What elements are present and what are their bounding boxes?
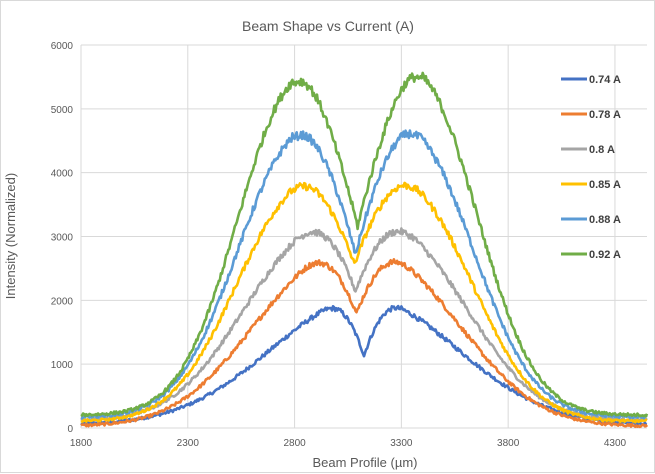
- x-tick-label: 3800: [497, 438, 520, 449]
- legend-label: 0.88 A: [589, 214, 621, 226]
- x-tick-label: 3300: [390, 438, 413, 449]
- legend-label: 0.8 A: [589, 144, 615, 156]
- legend-label: 0.78 A: [589, 109, 621, 121]
- y-tick-label: 4000: [51, 169, 74, 180]
- y-tick-label: 1000: [51, 360, 74, 371]
- series-line-4: [81, 131, 647, 419]
- series-lines: [81, 73, 647, 427]
- legend-label: 0.74 A: [589, 74, 621, 86]
- y-tick-label: 6000: [51, 41, 74, 52]
- legend-label: 0.92 A: [589, 249, 621, 261]
- y-tick-label: 0: [67, 424, 73, 435]
- y-tick-label: 3000: [51, 233, 74, 244]
- y-tick-label: 5000: [51, 105, 74, 116]
- legend: 0.74 A 0.78 A 0.8 A 0.85 A 0.88 A 0.92 A: [561, 74, 621, 261]
- x-axis-title: Beam Profile (µm): [312, 455, 417, 470]
- x-axis-ticks: 1800 2300 2800 3300 3800 4300: [70, 438, 627, 449]
- series-line-5: [81, 73, 647, 416]
- x-tick-label: 1800: [70, 438, 93, 449]
- y-tick-label: 2000: [51, 296, 74, 307]
- chart-title: Beam Shape vs Current (A): [242, 18, 414, 34]
- y-axis-title: Intensity (Normalized): [3, 173, 18, 299]
- x-tick-label: 4300: [604, 438, 627, 449]
- x-tick-label: 2300: [177, 438, 200, 449]
- y-axis-ticks: 0 1000 2000 3000 4000 5000 6000: [51, 41, 74, 435]
- legend-label: 0.85 A: [589, 179, 621, 191]
- x-tick-label: 2800: [283, 438, 306, 449]
